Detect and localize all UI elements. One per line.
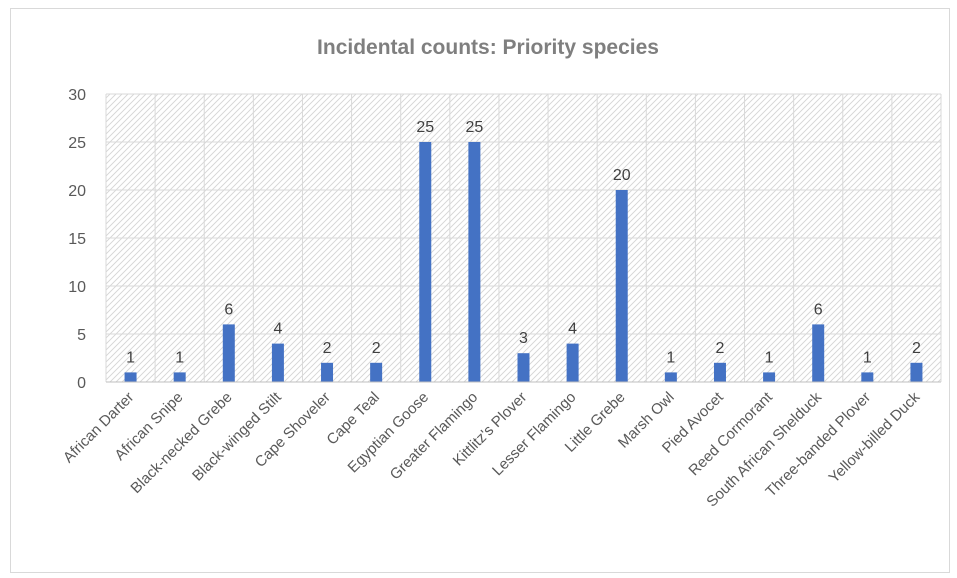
y-tick-label: 25 xyxy=(68,135,86,152)
chart-title: Incidental counts: Priority species xyxy=(317,36,659,59)
data-label: 4 xyxy=(273,321,282,338)
data-label: 20 xyxy=(613,167,631,184)
y-tick-label: 15 xyxy=(68,231,86,248)
bar xyxy=(517,353,530,382)
data-label: 1 xyxy=(765,349,774,366)
bar xyxy=(173,372,186,382)
bar xyxy=(419,142,432,382)
bar xyxy=(910,362,923,382)
data-label: 1 xyxy=(175,349,184,366)
y-tick-label: 20 xyxy=(68,183,86,200)
data-label: 6 xyxy=(224,301,233,318)
data-label: 25 xyxy=(416,119,434,136)
category-label: Lesser Flamingo xyxy=(489,389,579,479)
category-label: Yellow-billed Duck xyxy=(826,388,924,486)
y-tick-label: 30 xyxy=(68,87,86,104)
y-tick-label: 0 xyxy=(77,375,86,392)
bar xyxy=(664,372,677,382)
gridlines xyxy=(105,93,942,382)
data-labels: 1 1 6 4 2 2 25 25 3 4 20 1 2 1 6 1 2 xyxy=(126,119,921,366)
bar xyxy=(370,362,383,382)
data-label: 1 xyxy=(666,349,675,366)
bars xyxy=(124,142,923,382)
y-tick-label: 5 xyxy=(77,327,86,344)
bar xyxy=(713,362,726,382)
data-label: 1 xyxy=(863,349,872,366)
bar xyxy=(321,362,334,382)
bar xyxy=(812,324,825,382)
bar xyxy=(124,372,137,382)
y-axis-tick-labels: 0 5 10 15 20 25 30 xyxy=(68,87,86,392)
bar xyxy=(861,372,874,382)
data-label: 2 xyxy=(323,340,332,357)
category-label: Black-winged Stilt xyxy=(189,388,285,484)
data-label: 2 xyxy=(716,340,725,357)
data-label: 2 xyxy=(372,340,381,357)
category-label: Greater Flamingo xyxy=(387,389,482,484)
data-label: 2 xyxy=(912,340,921,357)
bar xyxy=(222,324,235,382)
bar xyxy=(566,343,579,382)
bar xyxy=(615,190,628,382)
y-tick-label: 10 xyxy=(68,279,86,296)
data-label: 3 xyxy=(519,330,528,347)
data-label: 25 xyxy=(465,119,483,136)
category-label: Reed Cormorant xyxy=(685,388,776,479)
bar xyxy=(763,372,776,382)
data-label: 1 xyxy=(126,349,135,366)
data-label: 6 xyxy=(814,301,823,318)
bar xyxy=(468,142,481,382)
data-label: 4 xyxy=(568,321,577,338)
bar xyxy=(271,343,284,382)
